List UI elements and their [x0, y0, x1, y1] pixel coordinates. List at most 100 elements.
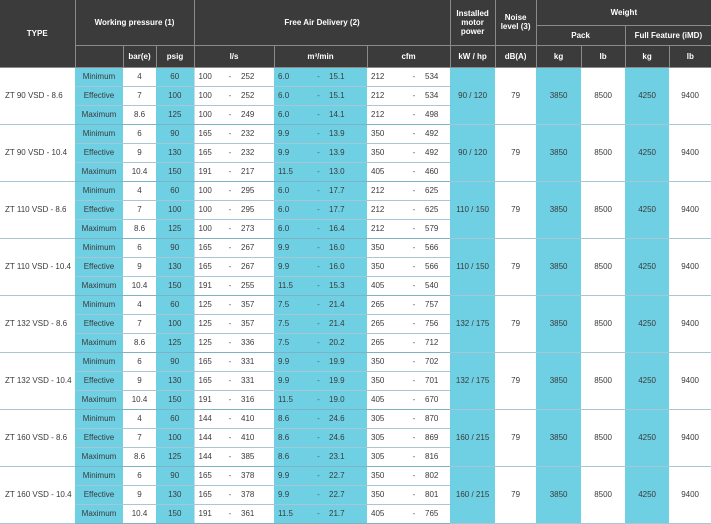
weight-pack-lb: 8500: [581, 352, 626, 410]
range-dash: -: [223, 105, 238, 125]
pressure-bar: 10.4: [123, 390, 156, 410]
fad-m3-min: 9.9: [274, 466, 313, 486]
range-dash: -: [223, 428, 238, 448]
noise-level: 79: [495, 352, 537, 410]
range-dash: -: [312, 143, 326, 163]
range-dash: -: [407, 352, 422, 372]
condition-label: Effective: [75, 485, 123, 505]
table-row: ZT 132 VSD - 8.6 Minimum 4 60 125-357 7.5-21.…: [0, 295, 711, 353]
pressure-bar: 10.4: [123, 504, 156, 524]
fad-ls-max: 252: [237, 86, 275, 106]
fad-ls-min: 165: [193, 143, 224, 163]
range-dash: -: [223, 181, 238, 201]
range-dash: -: [312, 200, 326, 220]
header-unit-kg: kg: [535, 45, 582, 68]
weight-pack-lb: 8500: [581, 295, 626, 353]
table-row: Maximum 8.6 125 125-336 7.5-20.2 265-712: [0, 333, 711, 353]
fad-m3-min: 8.6: [274, 447, 313, 467]
range-dash: -: [312, 314, 326, 334]
range-dash: -: [223, 466, 238, 486]
fad-cfm-min: 212: [367, 67, 408, 87]
range-dash: -: [312, 162, 326, 182]
weight-ff-lb: 9400: [669, 124, 711, 182]
range-dash: -: [312, 390, 326, 410]
fad-ls-min: 100: [193, 219, 224, 239]
condition-label: Effective: [75, 314, 123, 334]
pressure-bar: 6: [123, 124, 156, 144]
range-dash: -: [312, 371, 326, 391]
fad-cfm-min: 212: [367, 219, 408, 239]
fad-ls-min: 165: [193, 352, 224, 372]
fad-m3-max: 21.4: [325, 314, 368, 334]
noise-level: 79: [495, 295, 537, 353]
range-dash: -: [312, 428, 326, 448]
pressure-bar: 9: [123, 143, 156, 163]
fad-ls-max: 410: [237, 428, 275, 448]
range-dash: -: [223, 333, 238, 353]
weight-ff-lb: 9400: [669, 238, 711, 296]
range-dash: -: [312, 447, 326, 467]
range-dash: -: [407, 162, 422, 182]
condition-label: Effective: [75, 86, 123, 106]
motor-power: 160 / 215: [450, 466, 496, 524]
table-row: Effective 9 130 165-232 9.9-13.9 350-492: [0, 143, 711, 163]
fad-m3-max: 16.4: [325, 219, 368, 239]
fad-ls-max: 252: [237, 67, 275, 87]
fad-ls-min: 144: [193, 409, 224, 429]
pressure-bar: 7: [123, 314, 156, 334]
fad-cfm-min: 350: [367, 352, 408, 372]
condition-label: Minimum: [75, 181, 123, 201]
fad-m3-min: 9.9: [274, 124, 313, 144]
fad-m3-max: 19.0: [325, 390, 368, 410]
model-type: ZT 132 VSD - 8.6: [0, 295, 75, 353]
fad-cfm-min: 405: [367, 390, 408, 410]
fad-cfm-min: 212: [367, 200, 408, 220]
pressure-bar: 7: [123, 428, 156, 448]
header-noise-level: Noise level (3): [494, 0, 537, 46]
range-dash: -: [407, 314, 422, 334]
fad-ls-min: 165: [193, 466, 224, 486]
range-dash: -: [223, 124, 238, 144]
fad-cfm-max: 460: [421, 162, 451, 182]
fad-cfm-min: 265: [367, 295, 408, 315]
range-dash: -: [407, 466, 422, 486]
pressure-bar: 10.4: [123, 276, 156, 296]
range-dash: -: [312, 257, 326, 277]
fad-m3-min: 8.6: [274, 428, 313, 448]
range-dash: -: [407, 86, 422, 106]
fad-cfm-max: 702: [421, 352, 451, 372]
range-dash: -: [407, 409, 422, 429]
fad-m3-max: 16.0: [325, 257, 368, 277]
weight-ff-kg: 4250: [625, 238, 670, 296]
range-dash: -: [312, 86, 326, 106]
fad-cfm-max: 801: [421, 485, 451, 505]
fad-m3-max: 23.1: [325, 447, 368, 467]
fad-m3-max: 13.9: [325, 124, 368, 144]
fad-cfm-max: 756: [421, 314, 451, 334]
range-dash: -: [312, 219, 326, 239]
fad-cfm-min: 405: [367, 276, 408, 296]
fad-cfm-min: 305: [367, 428, 408, 448]
range-dash: -: [312, 124, 326, 144]
model-type: ZT 160 VSD - 10.4: [0, 466, 75, 524]
fad-cfm-max: 870: [421, 409, 451, 429]
fad-cfm-min: 350: [367, 124, 408, 144]
fad-cfm-max: 566: [421, 238, 451, 258]
weight-pack-lb: 8500: [581, 67, 626, 125]
range-dash: -: [223, 295, 238, 315]
range-dash: -: [407, 238, 422, 258]
header-unit-db: dB(A): [494, 45, 537, 68]
weight-pack-lb: 8500: [581, 466, 626, 524]
noise-level: 79: [495, 181, 537, 239]
pressure-bar: 9: [123, 485, 156, 505]
condition-label: Minimum: [75, 124, 123, 144]
fad-m3-min: 11.5: [274, 276, 313, 296]
pressure-psig: 150: [156, 162, 195, 182]
header-full-feature: Full Feature (iMD): [624, 25, 711, 46]
condition-label: Maximum: [75, 390, 123, 410]
range-dash: -: [312, 238, 326, 258]
weight-ff-lb: 9400: [669, 352, 711, 410]
pressure-psig: 100: [156, 314, 195, 334]
range-dash: -: [407, 219, 422, 239]
